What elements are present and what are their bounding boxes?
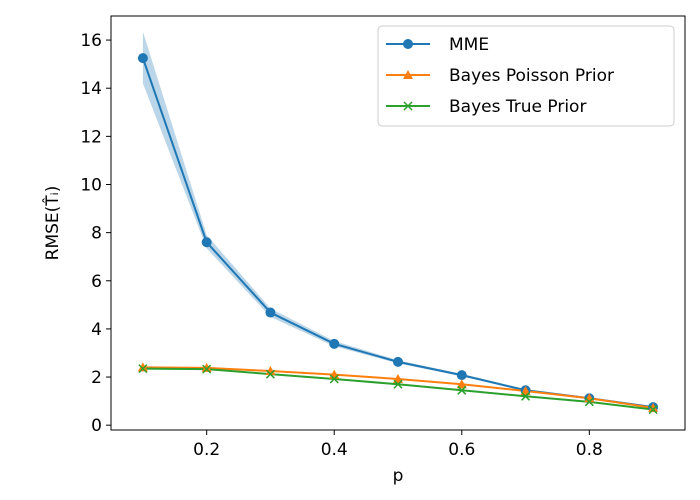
marker-x-stroke (265, 369, 275, 379)
x-tick-label: 0.2 (193, 440, 220, 460)
y-axis-label: RMSE(T̂ᵢ) (42, 186, 63, 261)
marker-x-stroke (584, 397, 594, 407)
marker-x (403, 101, 413, 111)
y-tick-label: 0 (91, 416, 102, 436)
y-tick-label: 10 (80, 175, 102, 195)
marker-x (265, 369, 275, 379)
marker-triangle (201, 362, 212, 372)
legend-box (377, 25, 675, 127)
marker-circle (265, 307, 276, 318)
marker-x (521, 391, 531, 401)
marker-x-stroke (521, 391, 531, 401)
marker-x (584, 397, 594, 407)
plot-frame (110, 15, 686, 431)
marker-x (457, 385, 467, 395)
marker-circle (329, 338, 340, 349)
marker-x-stroke (648, 405, 658, 415)
y-tick-label: 2 (91, 368, 102, 388)
y-axis-ticks: 0 2 4 6 8 10 12 14 16 (80, 31, 111, 436)
marker-x (329, 374, 339, 384)
y-tick-label: 12 (80, 127, 102, 147)
marker-circle (137, 53, 148, 64)
marker-x (393, 379, 403, 389)
y-tick-label: 8 (91, 224, 102, 244)
marker-triangle (137, 362, 148, 372)
legend: MME Bayes Poisson Prior Bayes True Prior (377, 25, 675, 127)
y-tick-label: 16 (80, 31, 102, 51)
x-tick-label: 0.4 (321, 440, 348, 460)
marker-x-stroke (457, 385, 467, 395)
legend-label: MME (449, 35, 489, 55)
marker-x-stroke (393, 379, 403, 389)
marker-x-stroke (403, 101, 413, 111)
marker-x (138, 364, 148, 374)
legend-label: Bayes True Prior (449, 97, 586, 117)
marker-triangle (265, 366, 276, 376)
marker-x-stroke (202, 364, 212, 374)
marker-triangle (456, 379, 467, 389)
marker-triangle (648, 402, 659, 412)
y-tick-label: 14 (80, 79, 102, 99)
marker-x-stroke (329, 374, 339, 384)
x-axis-ticks: 0.2 0.4 0.6 0.8 (193, 430, 603, 460)
y-tick-label: 4 (91, 320, 102, 340)
marker-x-stroke (138, 364, 148, 374)
marker-x (202, 364, 212, 374)
marker-circle (201, 237, 212, 248)
y-tick-label: 6 (91, 272, 102, 292)
marker-circle (393, 356, 403, 367)
marker-circle (456, 370, 467, 381)
series-markers (137, 53, 659, 415)
marker-x (648, 405, 658, 415)
marker-circle (403, 39, 413, 49)
x-tick-label: 0.8 (576, 440, 603, 460)
legend-label: Bayes Poisson Prior (449, 66, 614, 86)
x-axis-label: p (393, 466, 404, 486)
marker-triangle (403, 70, 413, 79)
x-tick-label: 0.6 (448, 440, 475, 460)
